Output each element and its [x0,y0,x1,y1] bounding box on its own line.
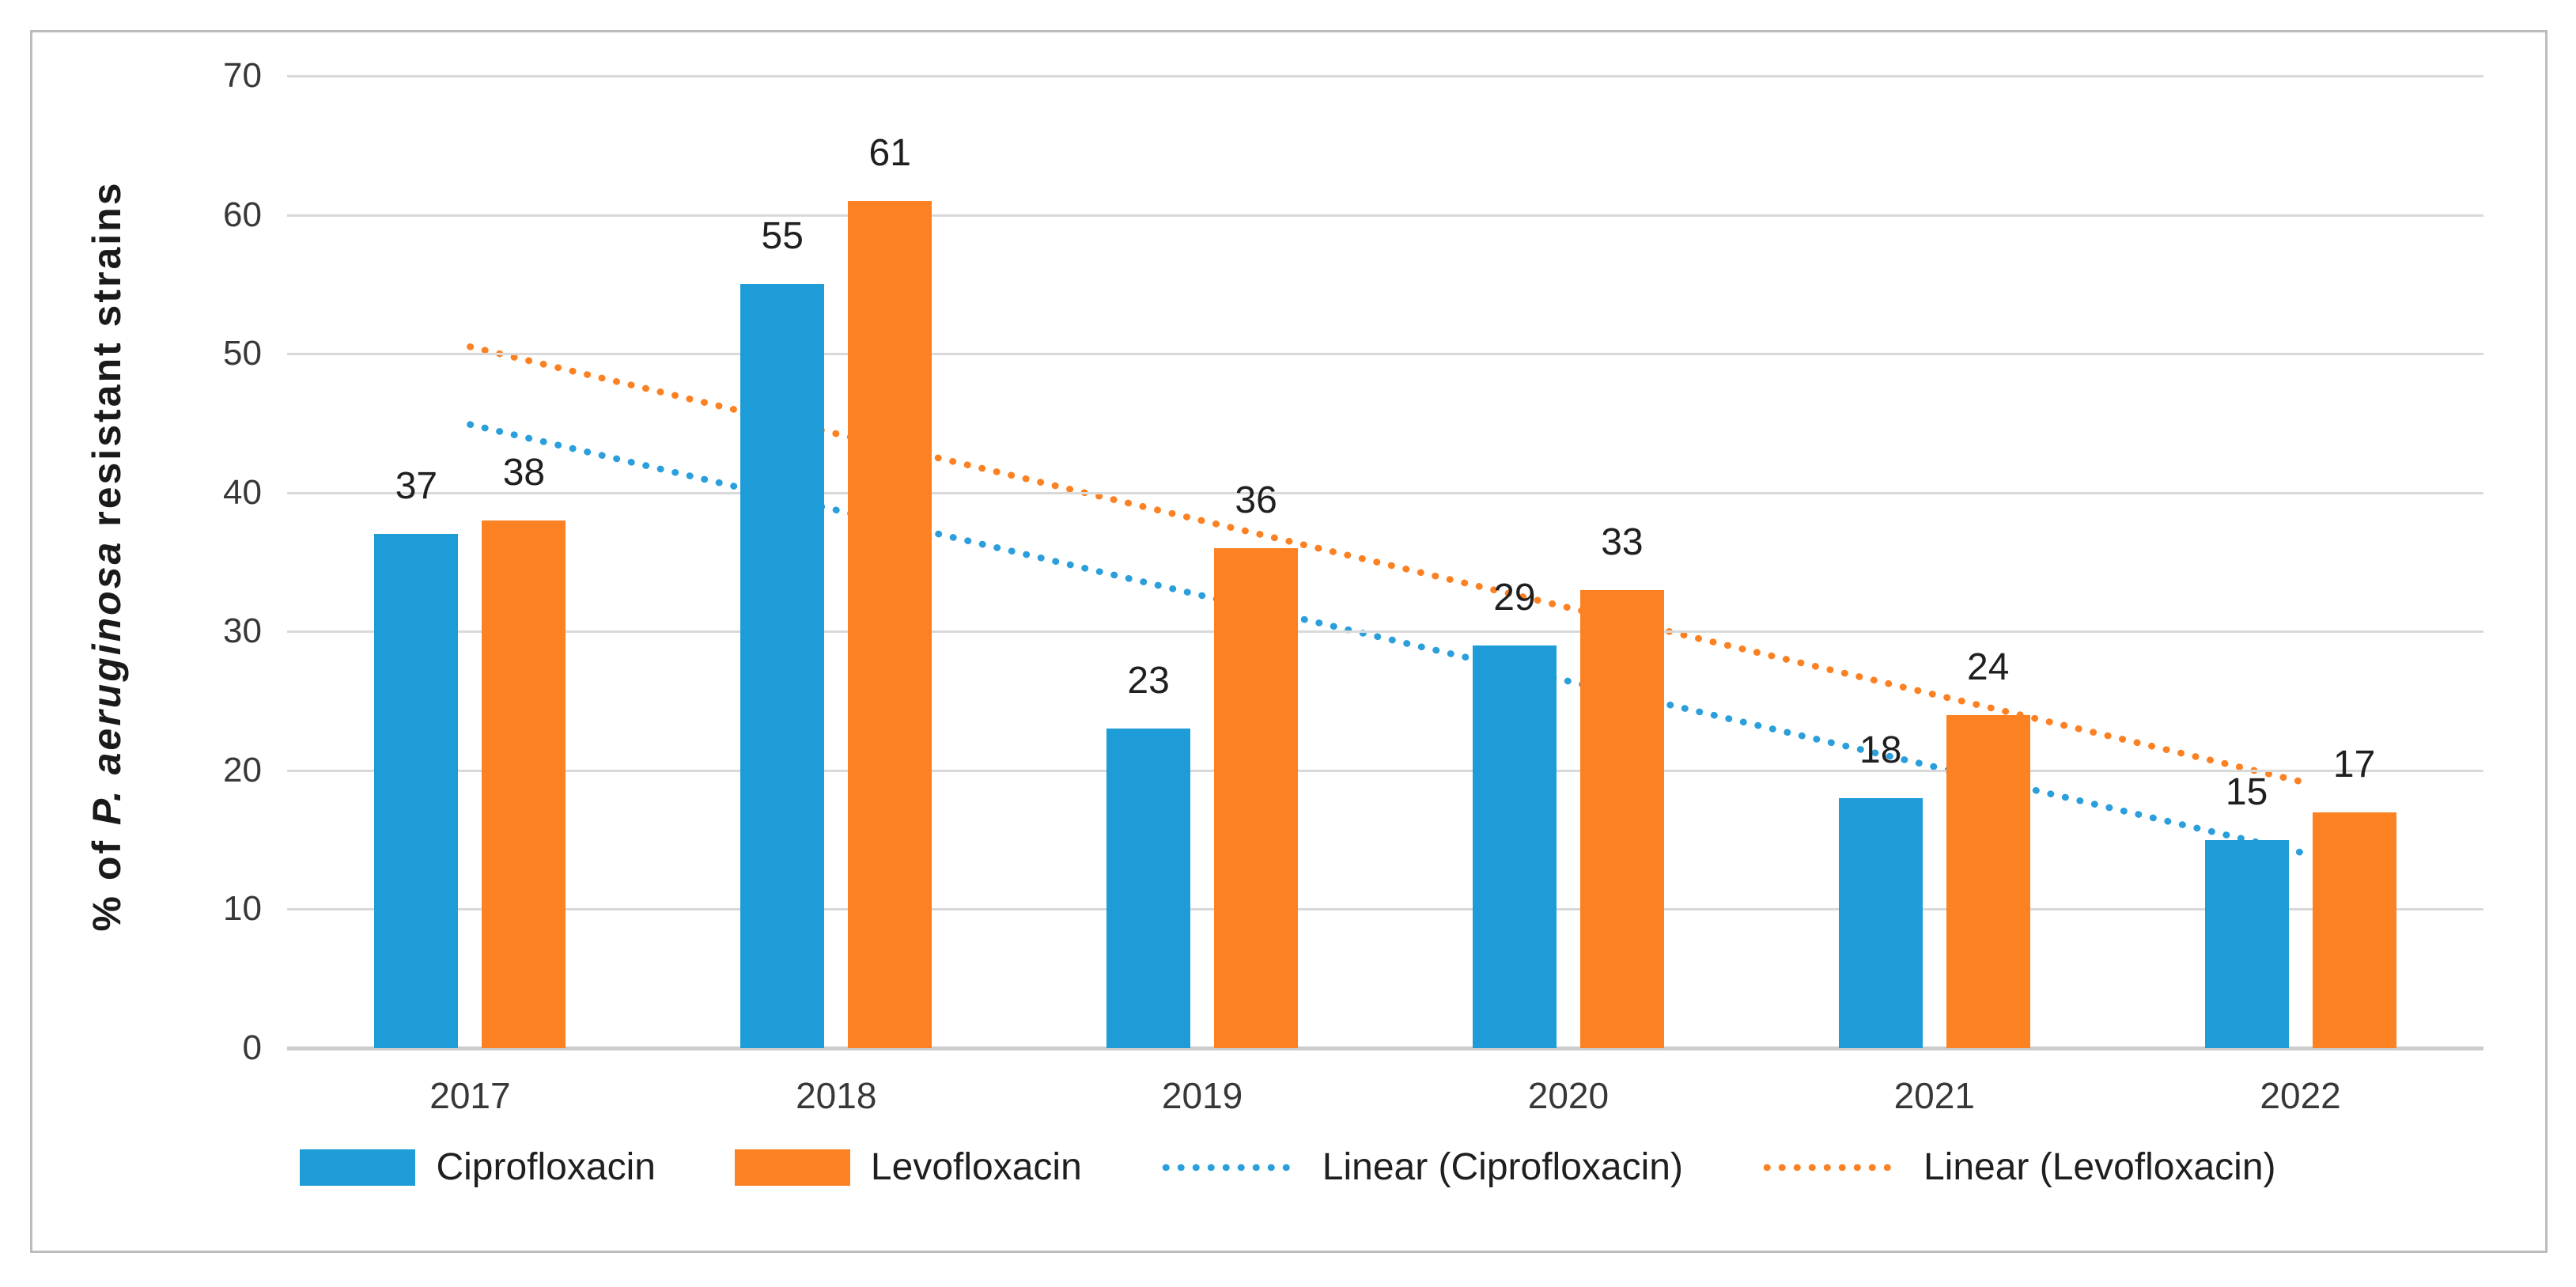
x-tick-label-2021: 2021 [1893,1075,1975,1116]
gridline-30 [287,630,2483,634]
bar-levofloxacin-2018 [848,201,932,1048]
y-tick-label-0: 0 [242,1028,262,1067]
legend-swatch-levofloxacin [734,1149,850,1186]
legend-label-ciprofloxacin: Ciprofloxacin [436,1146,656,1188]
legend-label-linear-levofloxacin: Linear (Levofloxacin) [1923,1146,2276,1188]
legend-item-levofloxacin: Levofloxacin [734,1145,1082,1189]
gridline-10 [287,908,2483,911]
value-label-levofloxacin-2020: 33 [1601,520,1644,563]
legend-label-linear-ciprofloxacin: Linear (Ciprofloxacin) [1322,1146,1683,1188]
bar-levofloxacin-2020 [1579,589,1664,1048]
plot-area: 0 10 20 30 40 50 60 70 2017 37 38 2018 55 61 2019 23 36 2… [223,56,2483,1116]
x-tick-label-2022: 2022 [2260,1075,2341,1116]
value-label-levofloxacin-2019: 36 [1235,479,1277,521]
value-label-levofloxacin-2018: 61 [868,132,911,174]
y-tick-label-70: 70 [223,56,262,95]
bar-ciprofloxacin-2020 [1472,645,1557,1048]
value-label-levofloxacin-2021: 24 [1967,645,2010,688]
bar-ciprofloxacin-2021 [1838,797,1923,1048]
bar-ciprofloxacin-2022 [2204,839,2289,1048]
bar-levofloxacin-2017 [482,520,566,1048]
bar-ciprofloxacin-2018 [740,284,825,1048]
y-tick-label-10: 10 [223,889,262,929]
legend-item-linear-ciprofloxacin: Linear (Ciprofloxacin) [1161,1145,1683,1189]
gridline-60 [287,214,2483,217]
y-axis-title: % of P. aeruginosa resistant strains [82,137,131,975]
legend-label-levofloxacin: Levofloxacin [870,1146,1082,1188]
y-tick-label-60: 60 [223,195,262,234]
y-axis-title-suffix: resistant strains [85,180,129,540]
legend-line-sample-levofloxacin [1763,1164,1902,1171]
y-tick-label-30: 30 [223,611,262,651]
gridline-70 [287,75,2483,78]
bar-ciprofloxacin-2017 [374,534,459,1048]
x-tick-label-2017: 2017 [429,1075,511,1116]
y-tick-label-50: 50 [223,334,262,373]
legend: Ciprofloxacin Levofloxacin Linear (Cipro… [0,1145,2576,1189]
value-label-levofloxacin-2022: 17 [2332,743,2376,785]
bar-levofloxacin-2021 [1946,714,2030,1048]
bar-ciprofloxacin-2019 [1106,729,1191,1048]
bar-levofloxacin-2019 [1214,547,1299,1048]
x-tick-label-2019: 2019 [1161,1075,1243,1116]
value-label-ciprofloxacin-2019: 23 [1127,660,1170,702]
value-label-ciprofloxacin-2017: 37 [395,465,438,508]
value-label-ciprofloxacin-2022: 15 [2225,770,2268,813]
trendlines-svg [467,343,2304,856]
y-axis-title-prefix: % of [85,825,129,932]
value-label-ciprofloxacin-2018: 55 [761,215,804,258]
y-axis-title-italic: P. aeruginosa [85,539,129,826]
legend-item-ciprofloxacin: Ciprofloxacin [300,1145,656,1189]
gridline-50 [287,353,2483,356]
y-tick-label-20: 20 [223,750,262,789]
legend-item-linear-levofloxacin: Linear (Levofloxacin) [1762,1145,2276,1189]
value-label-levofloxacin-2017: 38 [502,451,546,494]
value-label-ciprofloxacin-2021: 18 [1859,729,1902,771]
bar-levofloxacin-2022 [2312,812,2396,1048]
gridline-40 [287,491,2483,494]
x-tick-label-2020: 2020 [1527,1075,1610,1116]
gridline-20 [287,769,2483,772]
y-tick-label-40: 40 [223,472,262,512]
legend-swatch-ciprofloxacin [300,1149,416,1186]
x-tick-label-2018: 2018 [796,1075,877,1116]
value-label-ciprofloxacin-2020: 29 [1493,576,1536,619]
legend-line-sample-ciprofloxacin [1162,1164,1301,1171]
x-axis-line [287,1047,2483,1050]
